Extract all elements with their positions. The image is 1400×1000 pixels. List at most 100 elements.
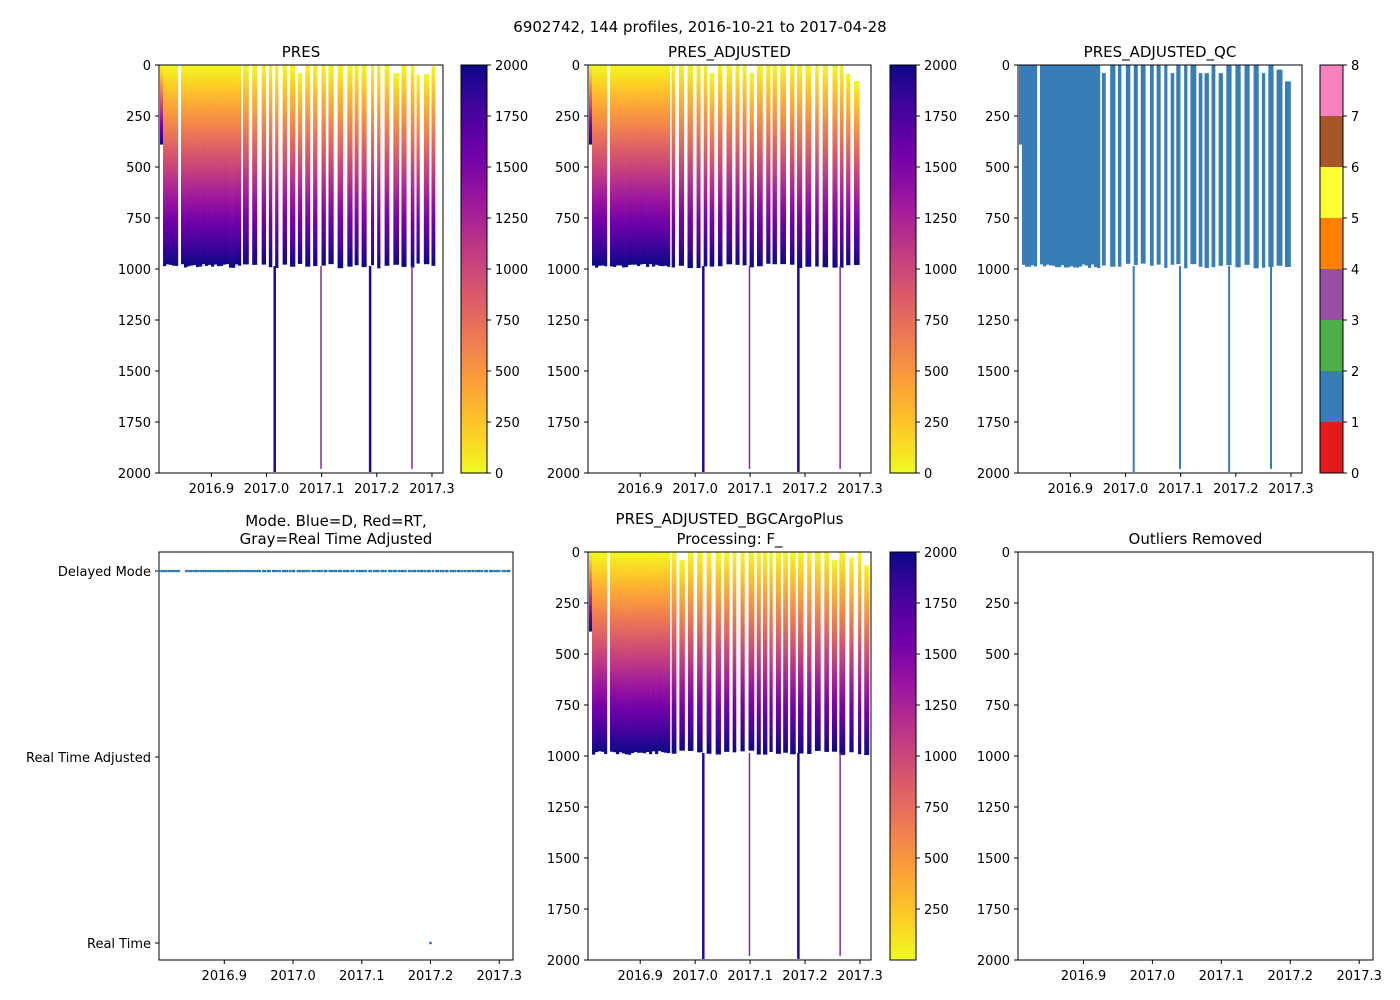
profile-bar: [1235, 65, 1241, 268]
profile-bar: [634, 552, 638, 753]
panel-title: PRES_ADJUSTED_QC: [1084, 43, 1237, 62]
y-tick-label: 1500: [118, 365, 151, 380]
colorbar-tick-label: 2000: [924, 546, 957, 561]
colorbar-tick-label: 7: [1351, 110, 1359, 125]
mode-point: [239, 569, 242, 573]
y-tick-label: 2000: [547, 954, 580, 969]
panel-mode: Mode. Blue=D, Red=RT,Gray=Real Time Adju…: [26, 512, 522, 984]
y-tick-label: 250: [985, 597, 1010, 612]
x-tick-label: 2017.3: [837, 969, 883, 984]
mode-point: [317, 569, 321, 573]
mode-point: [493, 569, 496, 573]
profile-bar: [1253, 65, 1259, 269]
profile-bar: [1049, 65, 1053, 266]
y-tick-label: 250: [126, 110, 151, 125]
colorbar-tick-label: 1500: [924, 161, 957, 176]
y-tick-label: 0: [1002, 59, 1010, 74]
profile-bar: [238, 65, 242, 266]
colorbar-fill: [890, 552, 916, 960]
mode-point: [292, 569, 296, 573]
profile-bar: [604, 552, 608, 754]
profile-bar: [831, 560, 838, 752]
profile-bar: [208, 65, 212, 265]
profile-bar: [601, 65, 605, 266]
profile-bar: [667, 552, 671, 754]
profile-bar: [181, 65, 185, 265]
x-tick-label: 2017.0: [244, 482, 290, 497]
profile-bar: [187, 65, 191, 267]
profile-bar: [1097, 65, 1101, 268]
mode-point: [278, 569, 282, 573]
y-tick-label: 1500: [547, 852, 580, 867]
profile-bar: [832, 65, 838, 268]
colorbar-tick-label: 1000: [924, 263, 957, 278]
colorbar-swatch: [1320, 167, 1343, 218]
deep-profile: [1228, 265, 1231, 472]
colorbar-tick-label: 1250: [924, 212, 957, 227]
profile-bar: [1164, 65, 1168, 268]
mode-point: [296, 569, 300, 573]
profile-bar: [1244, 65, 1250, 265]
profile-bar: [1082, 65, 1086, 265]
colorbar-tick-label: 1500: [495, 161, 528, 176]
x-tick-label: 2016.9: [189, 482, 235, 497]
mode-point: [224, 569, 227, 573]
profile-bar: [371, 65, 375, 266]
mode-point: [231, 569, 235, 573]
panel-title: PRES_ADJUSTED: [668, 43, 791, 62]
y-tick-label: 750: [985, 212, 1010, 227]
profile-bar: [610, 65, 614, 267]
y-tick-label: 2000: [977, 467, 1010, 482]
colorbar-tick-label: 0: [924, 467, 932, 482]
profile-bar: [305, 65, 311, 267]
profile-bar: [797, 65, 803, 269]
profile-bar: [595, 65, 599, 268]
mode-point: [187, 569, 190, 573]
profile-bar: [601, 552, 605, 752]
colorbar: 0 250 500 750 1000 1250 1500 1750 2000: [889, 59, 957, 482]
y-tick-label: Delayed Mode: [58, 565, 151, 580]
y-tick-label: 750: [555, 699, 580, 714]
profile-bar: [205, 65, 209, 266]
x-tick-label: 2017.0: [270, 969, 316, 984]
y-tick-label: 1000: [118, 263, 151, 278]
colorbar-tick-label: 250: [924, 903, 949, 918]
profile-bar: [671, 65, 676, 268]
profile-bar: [1226, 65, 1232, 266]
mode-point: [316, 569, 319, 573]
profile-bar: [410, 65, 415, 268]
y-tick-label: 1000: [547, 750, 580, 765]
profile-bar: [864, 565, 870, 756]
profile-bar: [622, 552, 626, 754]
mode-point: [160, 569, 163, 573]
mode-point: [167, 569, 171, 573]
y-tick-label: 750: [126, 212, 151, 227]
colorbar-tick-label: 750: [924, 801, 949, 816]
y-tick-label: 1250: [977, 314, 1010, 329]
profile-bar: [1070, 65, 1074, 267]
mode-point: [172, 569, 176, 573]
profile-bar: [783, 552, 788, 753]
profile-bar: [1125, 65, 1131, 264]
profile-bar: [655, 65, 659, 265]
profile-bar: [858, 552, 862, 755]
profile-bar: [337, 65, 344, 269]
y-tick-label: 1750: [977, 416, 1010, 431]
profile-bar: [384, 65, 390, 266]
mode-point: [503, 569, 507, 573]
profile-bar: [631, 65, 635, 265]
mode-point: [335, 569, 338, 573]
profile-bar: [282, 65, 288, 265]
mode-point: [358, 569, 361, 573]
profile-bar: [1085, 65, 1089, 266]
mode-point: [369, 569, 373, 573]
figure-suptitle: 6902742, 144 profiles, 2016-10-21 to 201…: [513, 18, 886, 36]
profile-bar: [1204, 73, 1209, 268]
profile-bar: [1149, 65, 1154, 266]
profile-bar: [1061, 65, 1065, 266]
profile-bar: [664, 65, 668, 266]
colorbar-tick-label: 750: [924, 314, 949, 329]
x-tick-label: 2017.0: [1130, 969, 1176, 984]
mode-point: [234, 569, 237, 573]
